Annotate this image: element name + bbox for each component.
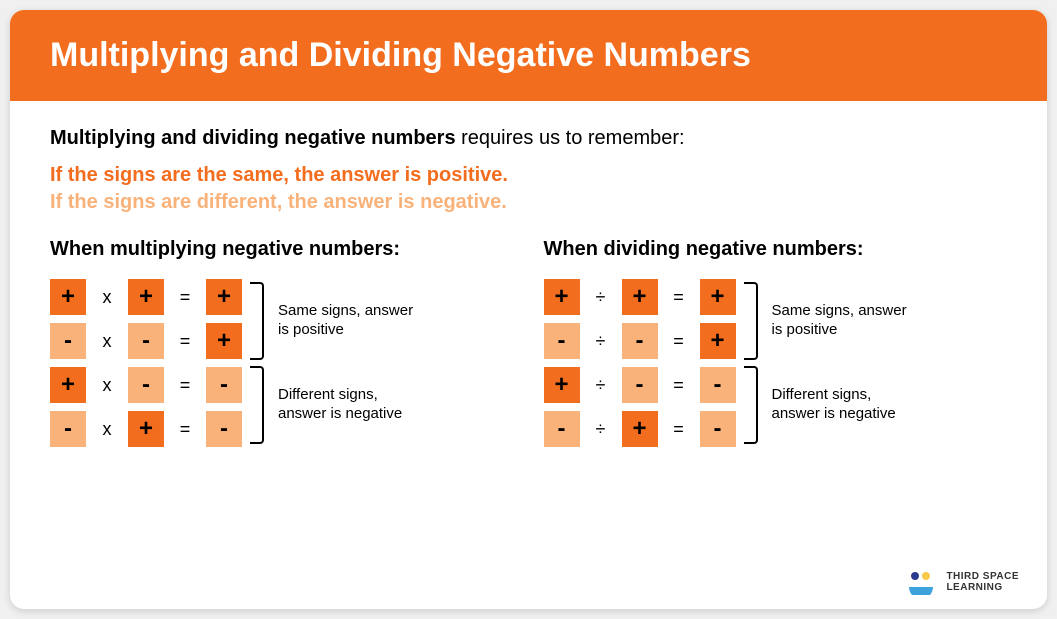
- bracket-group: Same signs, answer is positive: [250, 281, 428, 361]
- equals: =: [668, 331, 690, 352]
- operator: ÷: [590, 375, 612, 396]
- sign-box-a: -: [544, 323, 580, 359]
- multiply-table-wrap: +x+=+-x-=++x-=--x+=- Same signs, answer …: [50, 279, 514, 447]
- sign-box-a: -: [50, 323, 86, 359]
- sign-box-a: -: [544, 411, 580, 447]
- sign-box-b: +: [128, 411, 164, 447]
- sign-box-b: -: [128, 367, 164, 403]
- brand-logo-text: THIRD SPACE LEARNING: [946, 571, 1019, 593]
- operator: ÷: [590, 287, 612, 308]
- intro-text: Multiplying and dividing negative number…: [50, 127, 1007, 150]
- sign-box-a: -: [50, 411, 86, 447]
- equals: =: [174, 419, 196, 440]
- intro-bold: Multiplying and dividing negative number…: [50, 127, 456, 149]
- bracket-label-same: Same signs, answer is positive: [772, 302, 922, 340]
- sign-box-result: +: [206, 279, 242, 315]
- infographic-card: Multiplying and Dividing Negative Number…: [10, 10, 1047, 609]
- sign-box-result: -: [206, 411, 242, 447]
- equals: =: [668, 375, 690, 396]
- sign-box-a: +: [544, 279, 580, 315]
- body: Multiplying and dividing negative number…: [10, 101, 1047, 447]
- sign-box-result: +: [700, 323, 736, 359]
- brand-logo-line2: LEARNING: [946, 582, 1019, 593]
- bracket-label-diff: Different signs, answer is negative: [772, 386, 922, 424]
- column-divide-heading: When dividing negative numbers:: [544, 238, 1008, 261]
- columns-wrap: When multiplying negative numbers: + x + = +…: [50, 238, 1007, 447]
- bracket-icon: [744, 366, 758, 444]
- multiply-sign-table: +x+=+-x-=++x-=--x+=-: [50, 279, 242, 447]
- sign-box-result: +: [700, 279, 736, 315]
- rule-different-signs: If the signs are different, the answer i…: [50, 189, 1007, 216]
- operator: ÷: [590, 331, 612, 352]
- header: Multiplying and Dividing Negative Number…: [10, 10, 1047, 101]
- sign-box-a: +: [50, 279, 86, 315]
- operator: x: [96, 331, 118, 352]
- sign-box-a: +: [544, 367, 580, 403]
- sign-box-result: -: [700, 411, 736, 447]
- multiply-brackets: Same signs, answer is positive Different…: [250, 279, 428, 447]
- sign-box-b: +: [622, 411, 658, 447]
- sign-box-b: -: [128, 323, 164, 359]
- brand-logo-line1: THIRD SPACE: [946, 571, 1019, 582]
- bracket-label-diff: Different signs, answer is negative: [278, 386, 428, 424]
- sign-box-result: -: [206, 367, 242, 403]
- brand-logo-icon: [904, 569, 938, 595]
- bracket-group: Different signs, answer is negative: [744, 365, 922, 445]
- brand-logo: THIRD SPACE LEARNING: [904, 569, 1019, 595]
- operator: x: [96, 375, 118, 396]
- equals: =: [174, 287, 196, 308]
- sign-box-b: -: [622, 323, 658, 359]
- sign-box-b: +: [128, 279, 164, 315]
- sign-box-b: -: [622, 367, 658, 403]
- sign-box-result: +: [206, 323, 242, 359]
- divide-sign-table: +÷+=+-÷-=++÷-=--÷+=-: [544, 279, 736, 447]
- rule-same-signs: If the signs are the same, the answer is…: [50, 162, 1007, 189]
- sign-box-a: +: [50, 367, 86, 403]
- divide-table-wrap: +÷+=+-÷-=++÷-=--÷+=- Same signs, answer …: [544, 279, 1008, 447]
- intro-rest: requires us to remember:: [456, 127, 685, 149]
- sign-box-result: -: [700, 367, 736, 403]
- equals: =: [174, 331, 196, 352]
- divide-brackets: Same signs, answer is positive Different…: [744, 279, 922, 447]
- operator: ÷: [590, 419, 612, 440]
- sign-box-b: +: [622, 279, 658, 315]
- operator: x: [96, 419, 118, 440]
- bracket-icon: [744, 282, 758, 360]
- equals: =: [668, 419, 690, 440]
- operator: x: [96, 287, 118, 308]
- equals: =: [174, 375, 196, 396]
- bracket-group: Same signs, answer is positive: [744, 281, 922, 361]
- bracket-group: Different signs, answer is negative: [250, 365, 428, 445]
- bracket-icon: [250, 366, 264, 444]
- column-multiply-heading: When multiplying negative numbers:: [50, 238, 514, 261]
- column-divide: When dividing negative numbers: +÷+=+-÷-…: [544, 238, 1008, 447]
- bracket-label-same: Same signs, answer is positive: [278, 302, 428, 340]
- equals: =: [668, 287, 690, 308]
- bracket-icon: [250, 282, 264, 360]
- column-multiply: When multiplying negative numbers: + x + = +…: [50, 238, 514, 447]
